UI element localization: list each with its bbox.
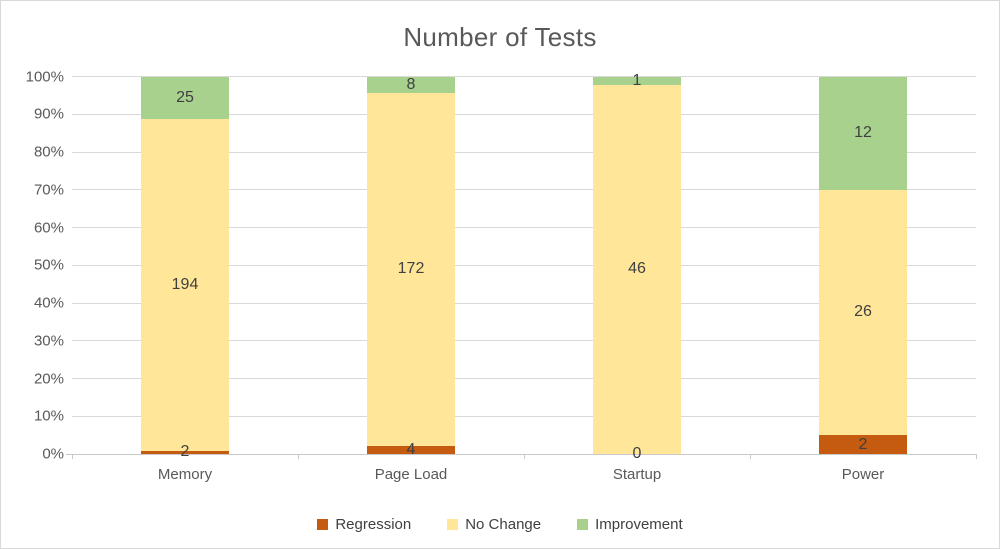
gridline-60pct (72, 227, 976, 228)
y-axis-tick-label: 80% (33, 143, 64, 161)
gridline-90pct (72, 113, 976, 115)
y-axis-tick-label: 90% (33, 105, 64, 123)
bar-segment-no-change-page-load (367, 92, 455, 446)
bar-segment-improvement-power (819, 76, 907, 190)
bar-segment-regression-memory (141, 450, 229, 454)
legend-swatch-no-change (447, 519, 459, 530)
bar-segment-regression-power (819, 435, 907, 454)
y-axis-tick-label: 10% (33, 407, 64, 425)
y-axis-tick-label: 30% (33, 332, 64, 350)
x-axis-tick (976, 454, 977, 459)
gridline-40pct (72, 302, 976, 304)
data-label-no-change-power: 26 (854, 303, 872, 321)
x-axis-tick (72, 454, 73, 459)
legend: Regression No Change Improvement (1, 517, 999, 532)
gridline-70pct (72, 189, 976, 191)
x-axis-tick (298, 454, 299, 459)
gridline-10pct (72, 415, 976, 417)
data-label-improvement-memory: 25 (176, 88, 194, 106)
y-axis-tick-label: 100% (25, 68, 64, 85)
gridline-80pct (72, 151, 976, 153)
gridline-20pct (72, 378, 976, 379)
y-axis-tick-label: 50% (33, 256, 64, 274)
bar-segment-improvement-page-load (367, 76, 455, 93)
x-axis-category-label: Startup (612, 466, 662, 483)
legend-swatch-improvement (577, 519, 589, 530)
data-label-improvement-power: 12 (854, 124, 872, 142)
bar-segment-no-change-memory (141, 119, 229, 451)
legend-item-no-change: No Change (447, 517, 541, 532)
data-label-regression-memory: 2 (180, 443, 190, 461)
bar-segment-regression-page-load (367, 445, 455, 454)
data-label-regression-page-load: 4 (406, 440, 416, 458)
data-label-no-change-memory: 194 (171, 275, 199, 293)
data-label-no-change-startup: 46 (628, 260, 646, 278)
x-axis-category-label: Power (841, 466, 885, 483)
chart-title: Number of Tests (403, 22, 597, 52)
x-axis-category-label: Memory (157, 466, 213, 483)
legend-label: Improvement (595, 516, 683, 533)
data-label-no-change-page-load: 172 (397, 260, 425, 278)
gridline-100pct (72, 76, 976, 77)
data-label-regression-power: 2 (858, 435, 868, 453)
y-axis-tick-label: 20% (33, 370, 64, 387)
y-axis-tick-label: 70% (33, 181, 64, 199)
gridline-30pct (72, 340, 976, 342)
y-axis-tick-label: 40% (33, 294, 64, 312)
x-axis-tick (750, 454, 751, 459)
x-axis-line (66, 454, 976, 455)
gridline-50pct (72, 264, 976, 266)
bar-segment-no-change-startup (593, 84, 681, 454)
data-label-improvement-page-load: 8 (406, 75, 416, 93)
x-axis-category-label: Page Load (374, 466, 448, 483)
legend-item-regression: Regression (317, 517, 411, 532)
bar-segment-improvement-memory (141, 76, 229, 120)
bar-segment-no-change-power (819, 189, 907, 436)
x-axis-tick (524, 454, 525, 459)
legend-swatch-regression (317, 519, 329, 530)
data-label-regression-startup: 0 (632, 445, 642, 462)
y-axis-tick-label: 0% (42, 445, 64, 463)
bar-segment-improvement-startup (593, 76, 681, 85)
data-label-improvement-startup: 1 (632, 71, 642, 89)
legend-item-improvement: Improvement (577, 517, 683, 532)
y-axis-tick-label: 60% (33, 219, 64, 236)
legend-label: No Change (465, 516, 542, 533)
legend-label: Regression (335, 516, 412, 533)
